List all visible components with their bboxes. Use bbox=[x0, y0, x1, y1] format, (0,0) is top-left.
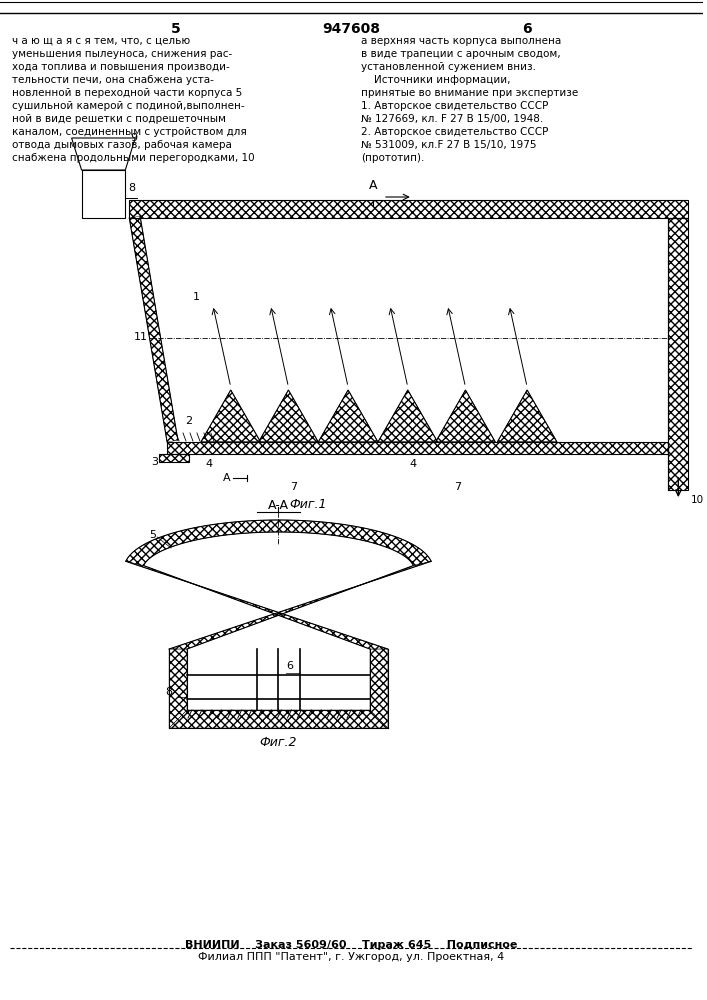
Text: 2. Авторское свидетельство СССР: 2. Авторское свидетельство СССР bbox=[361, 127, 549, 137]
Bar bbox=[81, 170, 125, 218]
Text: 10: 10 bbox=[691, 495, 704, 505]
Text: A: A bbox=[369, 179, 378, 192]
Bar bbox=[167, 442, 668, 454]
Text: ной в виде решетки с подрешеточным: ной в виде решетки с подрешеточным bbox=[12, 114, 226, 124]
Polygon shape bbox=[71, 138, 135, 170]
Text: 11: 11 bbox=[134, 332, 148, 342]
Text: 9: 9 bbox=[130, 133, 137, 143]
Text: а верхняя часть корпуса выполнена: а верхняя часть корпуса выполнена bbox=[361, 36, 561, 46]
Text: 6: 6 bbox=[286, 661, 293, 671]
Text: сушильной камерой с подиной,выполнен-: сушильной камерой с подиной,выполнен- bbox=[12, 101, 245, 111]
Text: № 127669, кл. F 27 B 15/00, 1948.: № 127669, кл. F 27 B 15/00, 1948. bbox=[361, 114, 543, 124]
Text: Фиг.2: Фиг.2 bbox=[259, 736, 297, 749]
Text: 7: 7 bbox=[454, 482, 461, 492]
Text: 8: 8 bbox=[165, 687, 173, 697]
Text: уменьшения пылеуноса, снижения рас-: уменьшения пылеуноса, снижения рас- bbox=[12, 49, 232, 59]
Text: 8: 8 bbox=[128, 183, 136, 193]
Bar bbox=[129, 200, 688, 218]
Bar bbox=[668, 218, 688, 490]
Text: снабжена продольными перегородками, 10: снабжена продольными перегородками, 10 bbox=[12, 153, 255, 163]
Text: 6: 6 bbox=[522, 22, 532, 36]
Text: установленной сужением вниз.: установленной сужением вниз. bbox=[361, 62, 536, 72]
Text: Филиал ППП "Патент", г. Ужгород, ул. Проектная, 4: Филиал ППП "Патент", г. Ужгород, ул. Про… bbox=[198, 952, 504, 962]
Text: 4: 4 bbox=[409, 459, 416, 469]
Text: новленной в переходной части корпуса 5: новленной в переходной части корпуса 5 bbox=[12, 88, 243, 98]
Text: тельности печи, она снабжена уста-: тельности печи, она снабжена уста- bbox=[12, 75, 214, 85]
Text: хода топлива и повышения производи-: хода топлива и повышения производи- bbox=[12, 62, 230, 72]
Text: принятые во внимание при экспертизе: принятые во внимание при экспертизе bbox=[361, 88, 578, 98]
Bar bbox=[159, 454, 189, 462]
Text: № 531009, кл.F 27 B 15/10, 1975: № 531009, кл.F 27 B 15/10, 1975 bbox=[361, 140, 537, 150]
Text: в виде трапеции с арочным сводом,: в виде трапеции с арочным сводом, bbox=[361, 49, 561, 59]
Text: A: A bbox=[223, 473, 230, 483]
Text: 7: 7 bbox=[290, 482, 297, 492]
Text: Фиг.1: Фиг.1 bbox=[290, 498, 327, 511]
Text: A-A: A-A bbox=[268, 499, 289, 512]
Text: 1: 1 bbox=[193, 292, 200, 302]
Text: Источники информации,: Источники информации, bbox=[361, 75, 510, 85]
Text: ч а ю щ а я с я тем, что, с целью: ч а ю щ а я с я тем, что, с целью bbox=[12, 36, 190, 46]
Text: ВНИИПИ    Заказ 5609/60    Тираж 645    Подписное: ВНИИПИ Заказ 5609/60 Тираж 645 Подписное bbox=[185, 940, 518, 950]
Text: каналом, соединенным с устройством для: каналом, соединенным с устройством для bbox=[12, 127, 247, 137]
Text: отвода дымовых газов, рабочая камера: отвода дымовых газов, рабочая камера bbox=[12, 140, 232, 150]
Text: 1. Авторское свидетельство СССР: 1. Авторское свидетельство СССР bbox=[361, 101, 549, 111]
Text: 4: 4 bbox=[205, 459, 212, 469]
Text: 5: 5 bbox=[149, 530, 156, 540]
Text: (прототип).: (прототип). bbox=[361, 153, 424, 163]
Text: 3: 3 bbox=[151, 457, 158, 467]
Text: 947608: 947608 bbox=[322, 22, 380, 36]
Text: 5: 5 bbox=[171, 22, 181, 36]
Text: 2: 2 bbox=[185, 416, 192, 426]
